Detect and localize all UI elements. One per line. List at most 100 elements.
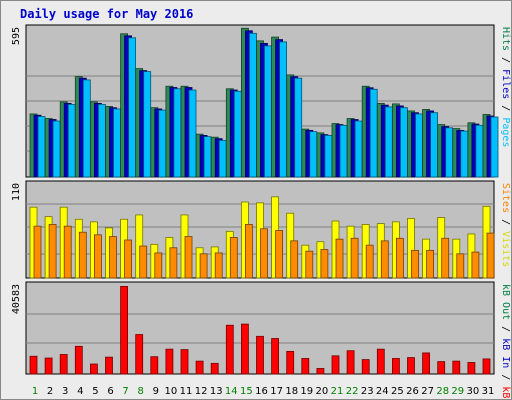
day-label-23: 23 bbox=[361, 386, 374, 397]
bar-sites-day-8 bbox=[139, 245, 148, 279]
bar-kb-f-day-6 bbox=[105, 356, 113, 375]
bar-sites-day-31 bbox=[486, 232, 495, 279]
bar-pages-day-27 bbox=[430, 112, 439, 178]
bar-pages-day-23 bbox=[369, 88, 378, 178]
bar-sites-day-13 bbox=[214, 252, 223, 279]
bar-kb-f-day-26 bbox=[407, 357, 415, 375]
day-label-29: 29 bbox=[451, 386, 464, 397]
day-label-13: 13 bbox=[210, 386, 223, 397]
bar-pages-day-3 bbox=[67, 103, 76, 178]
legend-text: Sites / Visits bbox=[500, 183, 511, 267]
day-label-10: 10 bbox=[165, 386, 178, 397]
bar-pages-day-28 bbox=[445, 127, 454, 178]
bar-pages-day-11 bbox=[188, 89, 197, 178]
day-label-8: 8 bbox=[138, 386, 144, 397]
bar-sites-day-27 bbox=[426, 249, 435, 279]
day-label-17: 17 bbox=[270, 386, 283, 397]
bar-sites-day-24 bbox=[380, 240, 389, 279]
bar-pages-day-15 bbox=[248, 32, 257, 178]
bar-sites-day-6 bbox=[109, 236, 117, 279]
bar-kb-f-day-23 bbox=[361, 359, 370, 375]
legend: kB Out / kB In / kB F bbox=[500, 284, 511, 399]
bar-kb-f-day-29 bbox=[452, 360, 461, 375]
bar-kb-f-day-9 bbox=[150, 356, 159, 375]
day-label-6: 6 bbox=[107, 386, 113, 397]
legend-item-hits: Hits bbox=[500, 27, 511, 51]
bar-kb-f-day-31 bbox=[482, 358, 491, 375]
bar-kb-f-day-14 bbox=[225, 324, 234, 375]
bar-kb-f-day-5 bbox=[90, 363, 98, 375]
day-label-5: 5 bbox=[92, 386, 98, 397]
bar-kb-f-day-15 bbox=[240, 323, 249, 375]
bar-sites-day-28 bbox=[441, 237, 450, 279]
bar-kb-f-day-3 bbox=[59, 354, 68, 375]
bar-sites-day-15 bbox=[244, 224, 253, 279]
bar-pages-day-2 bbox=[52, 120, 61, 178]
ymax-label: 40583 bbox=[11, 284, 22, 314]
bar-kb-f-day-28 bbox=[437, 361, 446, 375]
bar-sites-day-23 bbox=[365, 244, 374, 279]
day-label-7: 7 bbox=[122, 386, 128, 397]
legend: Sites / Visits bbox=[500, 183, 511, 267]
bar-kb-f-day-1 bbox=[29, 355, 38, 375]
bar-sites-day-18 bbox=[290, 240, 299, 279]
bar-pages-day-22 bbox=[354, 120, 363, 178]
legend-text: kB Out / kB In / kB F bbox=[500, 284, 511, 399]
day-label-28: 28 bbox=[436, 386, 449, 397]
bar-kb-f-day-17 bbox=[271, 338, 280, 375]
bar-kb-f-day-27 bbox=[422, 352, 431, 375]
bar-kb-f-day-18 bbox=[286, 350, 295, 375]
bar-pages-day-9 bbox=[158, 109, 167, 178]
bar-kb-f-day-30 bbox=[467, 362, 476, 375]
day-label-25: 25 bbox=[391, 386, 404, 397]
day-label-2: 2 bbox=[47, 386, 53, 397]
bar-sites-day-16 bbox=[260, 228, 268, 279]
bar-pages-day-17 bbox=[279, 41, 288, 178]
day-label-15: 15 bbox=[240, 386, 253, 397]
bar-sites-day-30 bbox=[471, 251, 480, 279]
bar-pages-day-13 bbox=[218, 140, 227, 178]
bar-kb-f-day-4 bbox=[74, 345, 83, 375]
bar-pages-day-25 bbox=[399, 107, 408, 178]
bar-sites-day-5 bbox=[94, 234, 102, 279]
bar-pages-day-30 bbox=[475, 124, 484, 178]
chart-title: Daily usage for May 2016 bbox=[20, 7, 194, 21]
bar-sites-day-4 bbox=[78, 231, 87, 279]
ymax-label: 595 bbox=[11, 27, 22, 45]
bar-kb-f-day-24 bbox=[376, 348, 385, 375]
ymax-label: 110 bbox=[11, 183, 22, 201]
bar-sites-day-21 bbox=[335, 238, 344, 279]
bar-sites-day-22 bbox=[350, 237, 359, 279]
day-label-18: 18 bbox=[285, 386, 298, 397]
bar-pages-day-18 bbox=[294, 77, 303, 178]
day-label-3: 3 bbox=[62, 386, 68, 397]
day-label-11: 11 bbox=[180, 386, 193, 397]
day-label-4: 4 bbox=[77, 386, 83, 397]
bar-sites-day-25 bbox=[395, 237, 404, 279]
day-label-24: 24 bbox=[376, 386, 389, 397]
bar-sites-day-26 bbox=[411, 249, 419, 279]
bar-pages-day-6 bbox=[113, 108, 121, 178]
bar-kb-f-day-19 bbox=[301, 358, 310, 375]
bar-sites-day-20 bbox=[320, 249, 329, 279]
bar-pages-day-26 bbox=[415, 113, 423, 178]
bar-pages-day-10 bbox=[173, 88, 182, 178]
panel-kbytes: 40583 kB Out / kB In / kB F bbox=[11, 281, 511, 399]
day-label-30: 30 bbox=[467, 386, 480, 397]
bar-sites-day-3 bbox=[63, 225, 72, 279]
bar-pages-day-29 bbox=[460, 130, 469, 178]
bar-pages-day-24 bbox=[384, 106, 393, 178]
bar-kb-f-day-7 bbox=[120, 286, 128, 375]
panel-visits-sites: 110 Sites / Visits bbox=[11, 180, 511, 279]
day-label-26: 26 bbox=[406, 386, 419, 397]
bar-pages-day-4 bbox=[82, 79, 91, 178]
bar-sites-day-1 bbox=[33, 225, 42, 279]
bar-sites-day-7 bbox=[124, 239, 132, 279]
bar-kb-f-day-21 bbox=[331, 355, 340, 375]
day-label-19: 19 bbox=[300, 386, 313, 397]
day-label-9: 9 bbox=[153, 386, 159, 397]
legend-item-files: Files bbox=[500, 69, 511, 99]
legend-item-sites: Sites bbox=[500, 183, 511, 213]
